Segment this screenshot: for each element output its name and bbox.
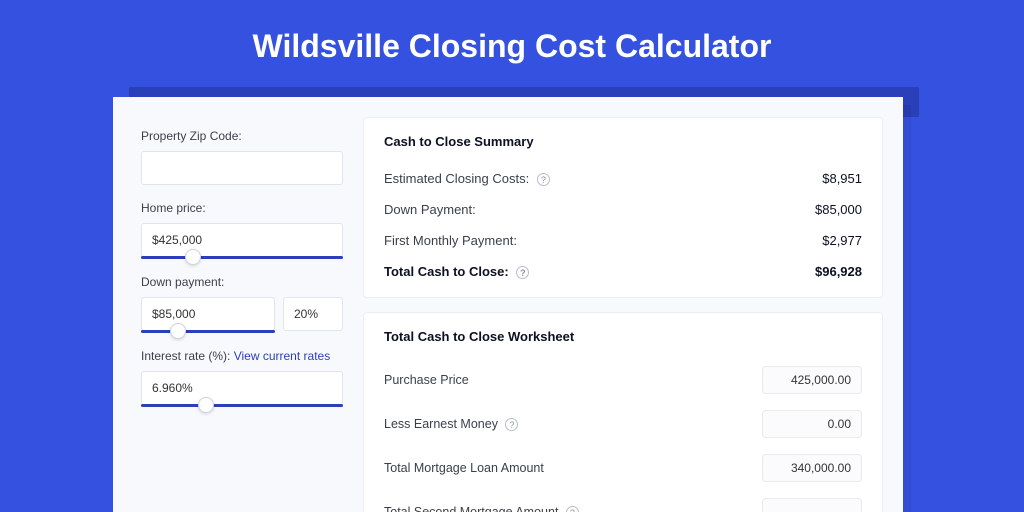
summary-row-label: First Monthly Payment: xyxy=(384,233,517,248)
worksheet-row-label: Total Mortgage Loan Amount xyxy=(384,461,544,475)
field-interest-rate: Interest rate (%): View current rates xyxy=(141,349,343,407)
down-payment-percent-input[interactable] xyxy=(283,297,343,331)
worksheet-row: Total Mortgage Loan Amount xyxy=(384,446,862,490)
summary-row-label: Estimated Closing Costs: ? xyxy=(384,171,550,186)
home-price-slider-wrap xyxy=(141,223,343,259)
worksheet-row: Total Second Mortgage Amount ? xyxy=(384,490,862,512)
interest-rate-input[interactable] xyxy=(141,371,343,405)
field-down-payment: Down payment: xyxy=(141,275,343,333)
calculator-card: Property Zip Code: Home price: Down paym… xyxy=(113,97,903,512)
down-payment-label: Down payment: xyxy=(141,275,343,289)
summary-row-value: $96,928 xyxy=(815,264,862,279)
worksheet-panel: Total Cash to Close Worksheet Purchase P… xyxy=(363,312,883,512)
home-price-slider[interactable] xyxy=(141,256,343,259)
summary-row: First Monthly Payment: $2,977 xyxy=(384,225,862,256)
summary-row-value: $85,000 xyxy=(815,202,862,217)
summary-row-value: $2,977 xyxy=(822,233,862,248)
worksheet-row: Purchase Price xyxy=(384,358,862,402)
worksheet-row-label: Purchase Price xyxy=(384,373,469,387)
worksheet-row-label: Total Second Mortgage Amount ? xyxy=(384,505,579,512)
down-payment-input[interactable] xyxy=(141,297,275,331)
worksheet-row-input[interactable] xyxy=(762,498,862,512)
summary-title: Cash to Close Summary xyxy=(384,134,862,149)
help-icon[interactable]: ? xyxy=(537,173,550,186)
field-zip: Property Zip Code: xyxy=(141,129,343,185)
interest-rate-slider[interactable] xyxy=(141,404,343,407)
summary-panel: Cash to Close Summary Estimated Closing … xyxy=(363,117,883,298)
worksheet-row-input[interactable] xyxy=(762,410,862,438)
view-current-rates-link[interactable]: View current rates xyxy=(234,349,331,363)
down-payment-slider[interactable] xyxy=(141,330,275,333)
field-home-price: Home price: xyxy=(141,201,343,259)
interest-slider-wrap xyxy=(141,371,343,407)
worksheet-row-input[interactable] xyxy=(762,366,862,394)
summary-row: Total Cash to Close: ? $96,928 xyxy=(384,256,862,287)
summary-row: Down Payment: $85,000 xyxy=(384,194,862,225)
down-payment-slider-wrap xyxy=(141,297,275,333)
zip-label: Property Zip Code: xyxy=(141,129,343,143)
home-price-input[interactable] xyxy=(141,223,343,257)
help-icon[interactable]: ? xyxy=(566,506,579,512)
interest-rate-slider-thumb[interactable] xyxy=(198,397,214,413)
summary-row: Estimated Closing Costs: ? $8,951 xyxy=(384,163,862,194)
help-icon[interactable]: ? xyxy=(516,266,529,279)
down-payment-slider-thumb[interactable] xyxy=(170,323,186,339)
page-title: Wildsville Closing Cost Calculator xyxy=(0,0,1024,87)
summary-row-value: $8,951 xyxy=(822,171,862,186)
worksheet-title: Total Cash to Close Worksheet xyxy=(384,329,862,344)
worksheet-row: Less Earnest Money ? xyxy=(384,402,862,446)
worksheet-row-input[interactable] xyxy=(762,454,862,482)
interest-rate-label: Interest rate (%): xyxy=(141,349,230,363)
home-price-label: Home price: xyxy=(141,201,343,215)
home-price-slider-thumb[interactable] xyxy=(185,249,201,265)
inputs-panel: Property Zip Code: Home price: Down paym… xyxy=(113,97,363,512)
worksheet-row-label: Less Earnest Money ? xyxy=(384,417,518,431)
summary-row-label: Total Cash to Close: ? xyxy=(384,264,529,279)
summary-row-label: Down Payment: xyxy=(384,202,476,217)
help-icon[interactable]: ? xyxy=(505,418,518,431)
results-column: Cash to Close Summary Estimated Closing … xyxy=(363,97,903,512)
zip-input[interactable] xyxy=(141,151,343,185)
